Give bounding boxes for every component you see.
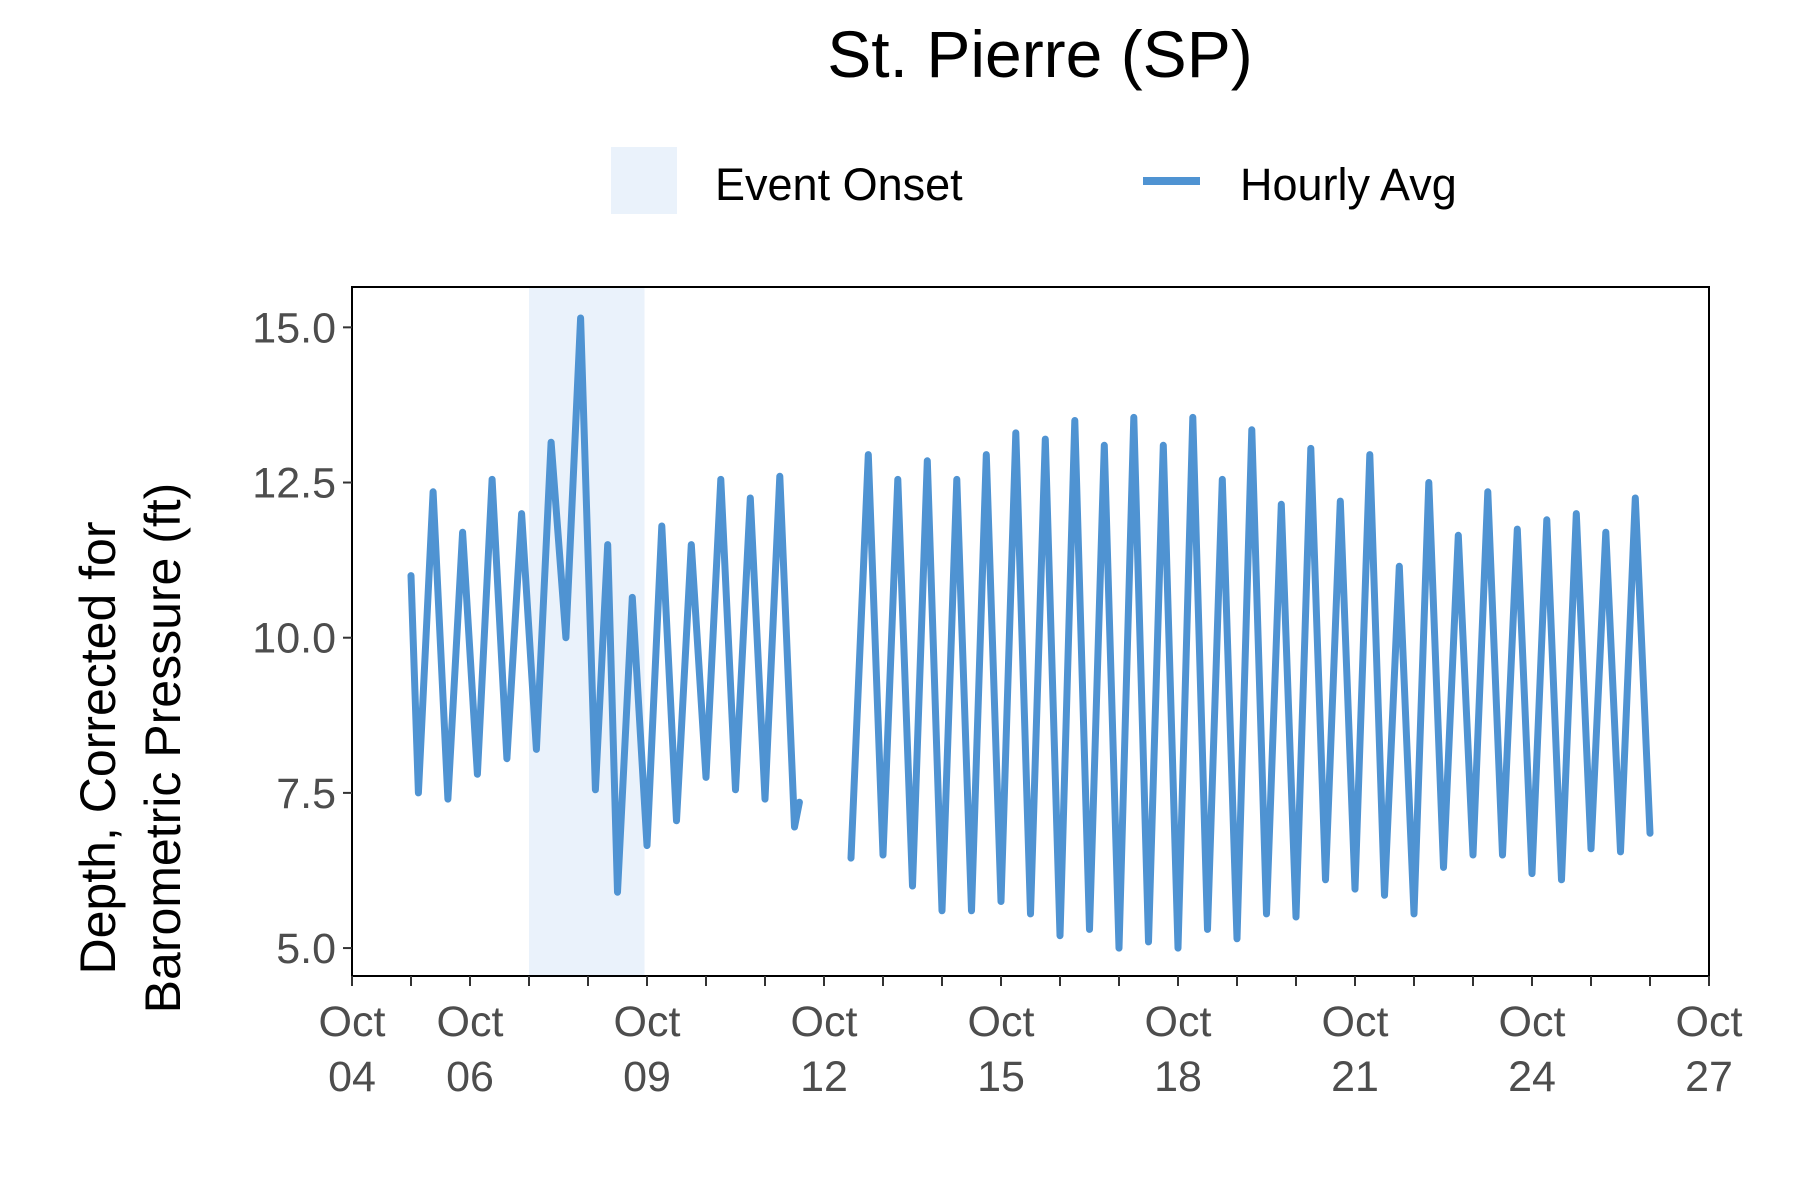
y-tick-label: 15.0 [252,304,336,352]
x-tick-label-month: Oct [1145,998,1212,1046]
x-tick-label-month: Oct [1676,998,1743,1046]
x-tick-label-day: 06 [446,1053,494,1101]
x-tick-label-month: Oct [1322,998,1389,1046]
series-line-hourly-avg-segment-2 [847,413,1654,952]
y-tick-label: 10.0 [252,615,336,663]
x-tick-label-day: 04 [328,1053,376,1101]
x-tick-label-day: 09 [623,1053,671,1101]
x-tick-label-day: 15 [977,1053,1025,1101]
x-tick-label-month: Oct [319,998,386,1046]
x-tick-label-month: Oct [1499,998,1566,1046]
x-tick-label-month: Oct [791,998,858,1046]
y-tick-label: 12.5 [252,460,336,508]
legend-label-event-onset: Event Onset [715,159,963,210]
y-tick-label: 5.0 [276,925,336,973]
legend-label-hourly-avg: Hourly Avg [1240,159,1457,210]
x-tick-label-month: Oct [968,998,1035,1046]
y-axis-title-line-1: Depth, Corrected for [70,522,126,975]
legend: Event Onset Hourly Avg [611,147,1457,214]
chart-title: St. Pierre (SP) [827,17,1252,91]
plot-border [351,286,1710,977]
plot-area: 5.0 7.5 10.0 12.5 15.0 Oct 04 Oct 06 Oct 09 Oct 12 Oc… [252,286,1743,1101]
y-axis-title: Depth, Corrected for Barometric Pressure… [70,483,191,1014]
x-tick-label-day: 27 [1685,1053,1733,1101]
legend-swatch-event-onset [611,147,677,214]
x-tick-label-month: Oct [437,998,504,1046]
x-tick-label-month: Oct [614,998,681,1046]
x-tick-label-day: 18 [1154,1053,1202,1101]
series-line-hourly-avg-segment-1 [407,314,803,896]
y-axis-title-line-2: Barometric Pressure (ft) [135,483,191,1014]
x-tick-label-day: 24 [1508,1053,1556,1101]
y-tick-label: 7.5 [276,770,336,818]
x-tick-label-day: 21 [1331,1053,1379,1101]
event-onset-region [529,287,645,976]
x-tick-label-day: 12 [800,1053,848,1101]
